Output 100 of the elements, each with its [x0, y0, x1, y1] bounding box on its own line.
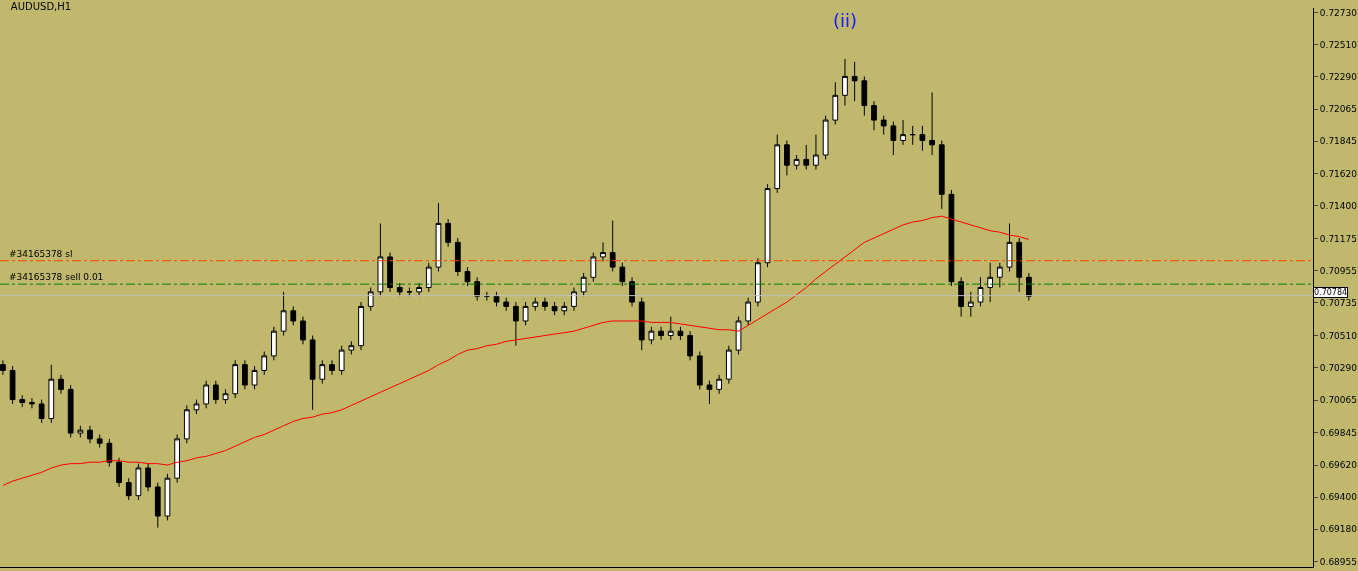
candlestick: [358, 301, 364, 351]
candlestick: [619, 262, 626, 287]
candlestick: [348, 340, 355, 355]
candlestick: [87, 425, 93, 444]
candlestick: [174, 434, 180, 484]
candlestick: [203, 380, 210, 409]
y-tick-label: 0.69620: [1319, 460, 1358, 471]
candlestick: [38, 399, 45, 424]
candlestick: [387, 252, 393, 293]
candlestick: [1016, 237, 1023, 293]
candlestick: [948, 189, 955, 287]
y-tick-label: 0.69400: [1319, 492, 1358, 503]
y-tick-label: 0.72510: [1319, 39, 1358, 50]
candlestick: [871, 100, 877, 131]
y-tick-label: 0.70510: [1319, 330, 1358, 341]
line-series: [2, 215, 1030, 486]
candlestick: [290, 305, 297, 326]
candlestick: [513, 301, 519, 347]
y-tick-label: 0.71400: [1319, 201, 1358, 212]
candlestick: [774, 134, 781, 194]
candlestick: [813, 134, 819, 171]
candlestick: [396, 282, 403, 297]
candlestick: [842, 58, 848, 107]
candlestick: [135, 463, 142, 501]
candlestick: [222, 388, 229, 405]
ref-line-label: #34165378 sell 0.01: [9, 272, 104, 282]
y-tick-label: 0.72290: [1319, 71, 1358, 82]
candlestick: [667, 316, 674, 341]
y-tick-label: 0.71620: [1319, 169, 1358, 180]
candlestick: [716, 374, 723, 395]
candlestick: [696, 351, 703, 390]
candlestick: [19, 394, 26, 408]
candlestick: [522, 301, 529, 326]
candlestick: [454, 237, 461, 277]
candlestick: [909, 125, 916, 146]
y-tick-label: 0.69180: [1319, 524, 1358, 535]
candlestick: [542, 297, 548, 312]
candlestick: [900, 119, 906, 146]
candlestick: [106, 438, 113, 468]
candlestick: [658, 326, 664, 341]
candlestick: [803, 144, 810, 171]
y-tick-label: 0.70955: [1319, 265, 1358, 276]
y-tick-label: 0.72065: [1319, 104, 1358, 115]
candlestick: [1026, 272, 1032, 302]
candlestick: [629, 276, 635, 307]
candlestick: [784, 139, 790, 176]
candlestick: [48, 364, 55, 424]
candlestick: [861, 75, 868, 117]
y-tick-label: 0.71845: [1319, 136, 1358, 147]
candlestick: [232, 359, 239, 399]
candlestick: [261, 351, 268, 376]
candlestick: [164, 473, 171, 521]
y-tick-label: 0.72730: [1319, 7, 1358, 18]
candlestick: [0, 359, 6, 376]
candlestick: [677, 326, 684, 341]
candlestick: [725, 345, 732, 385]
candlestick: [551, 301, 558, 316]
candlestick: [445, 218, 452, 248]
candlestick: [590, 252, 597, 283]
candlestick: [309, 335, 316, 411]
candlestick: [58, 374, 64, 395]
candlestick: [880, 115, 887, 136]
candlestick: [706, 380, 713, 405]
candlestick: [600, 241, 606, 262]
candlestick: [745, 297, 752, 326]
candlestick: [648, 326, 655, 345]
candlestick: [464, 266, 471, 287]
candlestick: [9, 365, 16, 405]
candlestick: [1006, 222, 1013, 272]
candlestick: [29, 397, 35, 409]
candlestick: [406, 287, 413, 297]
candlestick: [271, 326, 277, 361]
candlestick: [938, 139, 945, 210]
candlestick: [212, 380, 219, 405]
candlestick: [280, 291, 287, 337]
candlestick: [474, 276, 481, 302]
candlestick: [154, 482, 161, 529]
y-tick-label: 0.70735: [1319, 297, 1358, 308]
candlestick: [483, 291, 490, 302]
candlestick: [251, 365, 258, 390]
candlestick: [435, 202, 442, 272]
candlestick: [687, 330, 693, 361]
candlestick: [580, 272, 587, 297]
candlestick: [193, 399, 200, 415]
candlestick: [561, 301, 568, 316]
candlestick: [493, 291, 500, 307]
candlestick: [735, 316, 742, 355]
candlestick: [116, 457, 122, 488]
candlestick: [329, 359, 335, 376]
candlestick: [367, 287, 374, 312]
candlestick: [67, 384, 74, 438]
candlestick: [416, 282, 422, 297]
candlestick: [890, 121, 897, 156]
candlestick: [145, 463, 151, 492]
candlestick: [377, 222, 384, 297]
candlestick: [764, 183, 771, 268]
candlestick: [958, 276, 964, 318]
candlestick: [125, 477, 132, 501]
candlestick: [977, 276, 984, 307]
candlestick: [851, 61, 858, 102]
